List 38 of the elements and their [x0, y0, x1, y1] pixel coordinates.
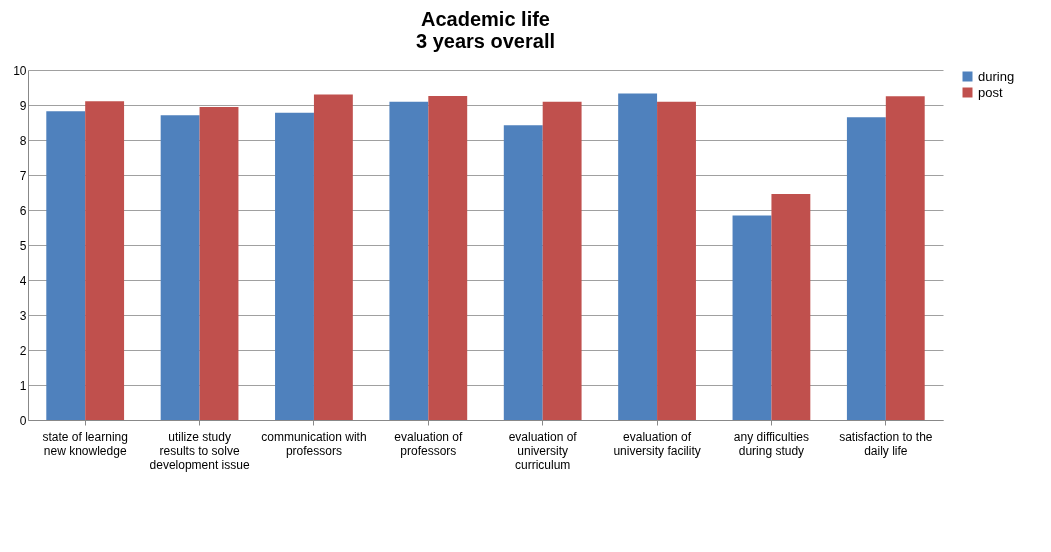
legend-label: during: [978, 68, 1015, 84]
bar: [160, 115, 200, 420]
bar: [46, 111, 86, 420]
y-tick-label: 0: [19, 413, 27, 428]
legend-label: post: [978, 84, 1003, 100]
x-tick-label: communication with professors: [261, 429, 367, 458]
y-tick-label: 6: [19, 203, 27, 218]
bar: [389, 101, 429, 420]
bar: [275, 112, 314, 420]
x-tick-label: any difficulties during study: [733, 429, 810, 458]
chart-title: Academic life 3 years overall: [416, 8, 555, 52]
bar: [85, 101, 125, 420]
x-tick-label: utilize study results to solve development issue: [149, 429, 250, 472]
bar: [771, 193, 811, 420]
x-tick-label: evaluation of university facility: [613, 429, 701, 458]
bar: [503, 125, 543, 420]
bar: [428, 95, 468, 420]
bar: [542, 101, 582, 420]
y-tick-label: 7: [19, 168, 27, 183]
bar: [846, 117, 886, 420]
y-tick-label: 2: [19, 343, 27, 358]
x-tick-label: evaluation of university curriculum: [508, 429, 578, 472]
y-tick-label: 9: [19, 98, 27, 113]
y-tick-label: 3: [19, 308, 27, 323]
y-tick-label: 1: [19, 378, 27, 393]
bar: [618, 93, 658, 420]
x-tick-label: state of learning new knowledge: [42, 429, 128, 458]
y-tick-label: 8: [19, 133, 27, 148]
x-tick-label: evaluation of professors: [394, 429, 463, 458]
y-tick-label: 4: [19, 273, 27, 288]
y-tick-label: 10: [13, 63, 27, 78]
bar: [199, 107, 239, 420]
bar: [885, 96, 925, 420]
x-tick-label: satisfaction to the daily life: [839, 429, 933, 458]
bar: [313, 94, 353, 420]
bar: [657, 101, 696, 420]
y-tick-label: 5: [19, 238, 27, 253]
bar: [732, 215, 772, 420]
